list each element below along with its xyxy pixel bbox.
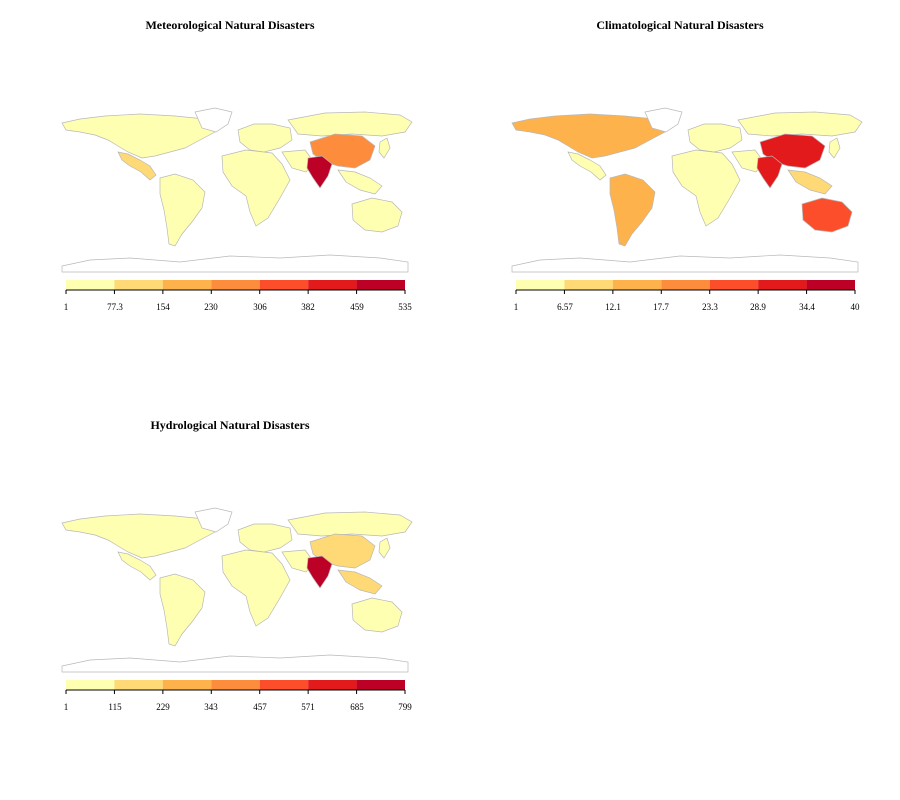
legend-swatch [308, 280, 357, 290]
legend-tick-label: 77.3 [107, 302, 123, 312]
choropleth-map [511, 107, 863, 294]
legend-tick-label: 23.3 [702, 302, 718, 312]
region-antarctica [61, 654, 409, 673]
legend-tick-label: 1 [63, 702, 69, 712]
legend-swatch [806, 280, 855, 290]
choropleth-map [61, 107, 413, 294]
legend-swatch [211, 280, 260, 290]
region-antarctica [511, 254, 859, 273]
map-title: Climatological Natural Disasters [596, 18, 764, 32]
legend-tick-label: 28.9 [750, 302, 766, 312]
region-europe [237, 523, 293, 553]
legend-tick-label: 1 [513, 302, 519, 312]
legend-tick-label: 685 [350, 702, 364, 712]
region-japan [378, 137, 391, 159]
region-greenland [644, 107, 683, 133]
legend-tick-label: 343 [204, 702, 218, 712]
region-africa [671, 149, 741, 227]
region-australia [801, 197, 853, 233]
region-southeast-asia [337, 569, 383, 595]
map-panel-climatological: Climatological Natural Disasters 1 6.57 … [460, 0, 900, 360]
legend-tick-label: 457 [253, 702, 267, 712]
region-russia [287, 511, 413, 537]
legend-swatch [661, 280, 710, 290]
map-panel-meteorological: Meteorological Natural Disasters 1 77.3 … [10, 0, 450, 360]
legend-tick-label: 154 [156, 302, 170, 312]
region-south-america [159, 173, 206, 247]
region-southeast-asia [787, 169, 833, 195]
region-india [756, 155, 783, 189]
map-panel-hydrological: Hydrological Natural Disasters 1 115 229… [10, 400, 450, 760]
legend-swatch [162, 280, 212, 290]
legend-swatch [66, 680, 115, 690]
region-greenland [194, 507, 233, 533]
legend-tick-label: 115 [108, 702, 122, 712]
legend-swatch [259, 680, 309, 690]
region-japan [828, 137, 841, 159]
legend-swatch [162, 680, 212, 690]
region-russia [737, 111, 863, 137]
region-russia [287, 111, 413, 137]
legend-swatch [308, 680, 357, 690]
region-africa [221, 549, 291, 627]
region-india [306, 555, 333, 589]
legend-swatch [114, 280, 163, 290]
legend-swatch [709, 280, 759, 290]
region-north-america [511, 113, 671, 159]
region-africa [221, 149, 291, 227]
legend-swatch [211, 680, 260, 690]
region-mexico-central-america [117, 551, 157, 581]
legend-tick-label: 382 [301, 302, 315, 312]
legend-tick-label: 535 [398, 302, 412, 312]
legend-swatch [114, 680, 163, 690]
region-north-america [61, 113, 221, 159]
legend-tick-label: 799 [398, 702, 412, 712]
legend-tick-label: 34.4 [799, 302, 815, 312]
region-south-america [159, 573, 206, 647]
legend-tick-label: 12.1 [605, 302, 621, 312]
choropleth-map [61, 507, 413, 694]
legend-tick-label: 40 [850, 302, 860, 312]
region-japan [378, 537, 391, 559]
region-india [306, 155, 333, 189]
legend-swatch [356, 280, 405, 290]
legend-tick-label: 571 [301, 702, 315, 712]
region-europe [237, 123, 293, 153]
legend-tick-labels: 1 115 229 343 457 571 685 799 [10, 702, 450, 716]
legend-swatch [612, 280, 662, 290]
legend-swatch [66, 280, 115, 290]
legend-swatch [516, 280, 565, 290]
legend-tick-label: 459 [350, 302, 364, 312]
legend-tick-label: 6.57 [557, 302, 573, 312]
legend-tick-label: 229 [156, 702, 170, 712]
region-australia [351, 597, 403, 633]
legend-swatch [564, 280, 613, 290]
legend-tick-labels: 1 6.57 12.1 17.7 23.3 28.9 34.4 40 [460, 302, 900, 316]
region-north-america [61, 513, 221, 559]
region-southeast-asia [337, 169, 383, 195]
region-australia [351, 197, 403, 233]
map-title: Meteorological Natural Disasters [145, 18, 315, 32]
region-south-america [609, 173, 656, 247]
region-mexico-central-america [117, 151, 157, 181]
legend-tick-label: 230 [204, 302, 218, 312]
legend-swatch [356, 680, 405, 690]
legend-swatch [259, 280, 309, 290]
region-mexico-central-america [567, 151, 607, 181]
region-antarctica [61, 254, 409, 273]
region-greenland [194, 107, 233, 133]
legend-tick-label: 1 [63, 302, 69, 312]
legend-tick-labels: 1 77.3 154 230 306 382 459 535 [10, 302, 450, 316]
legend-swatch [758, 280, 807, 290]
region-europe [687, 123, 743, 153]
map-title: Hydrological Natural Disasters [150, 418, 310, 432]
legend-tick-label: 306 [253, 302, 267, 312]
legend-tick-label: 17.7 [653, 302, 669, 312]
